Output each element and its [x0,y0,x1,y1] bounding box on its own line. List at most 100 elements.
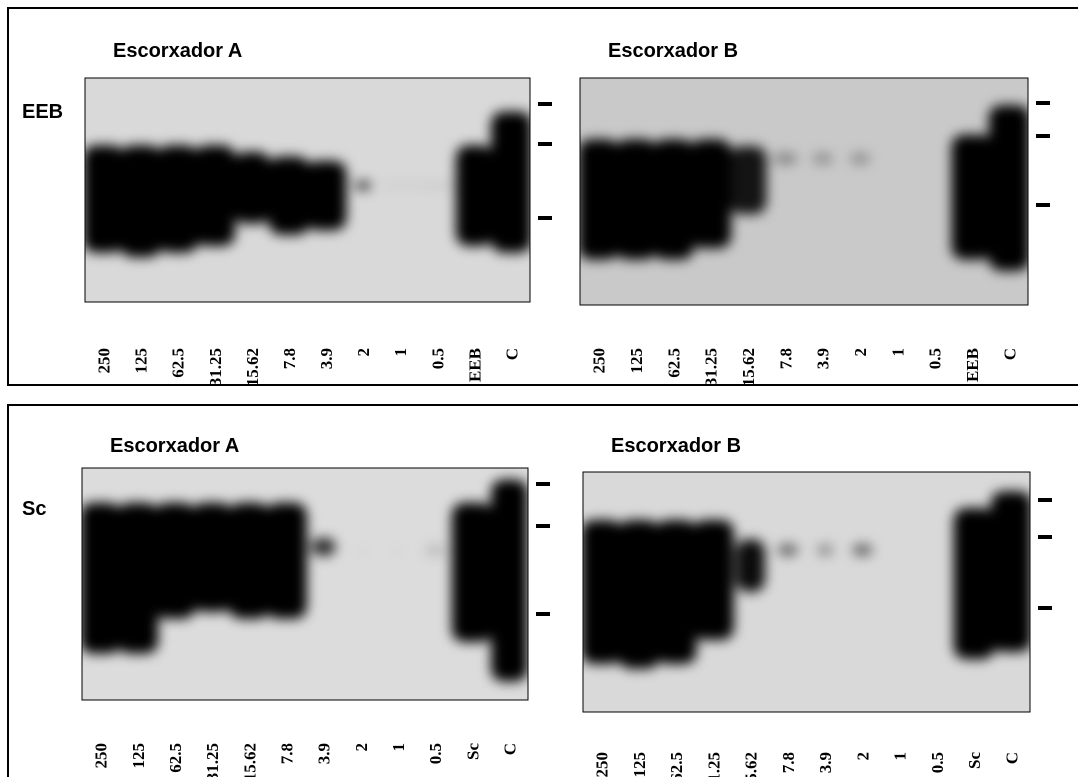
band-group [82,479,528,682]
lane-label: 62.5 [166,743,185,773]
lane-label: 2 [354,348,373,357]
lane-label: 15.62 [243,348,262,386]
lane-label: 0.5 [928,752,947,773]
band [354,549,367,554]
band [777,544,799,556]
band-group [85,111,530,258]
bands [82,479,528,682]
lane-label: 125 [132,348,151,374]
band [456,145,493,246]
band [852,544,873,556]
band [451,502,493,642]
lane-label: 31.25 [203,743,222,777]
lane-label: 2 [851,348,870,357]
lane-label: 7.8 [779,752,798,773]
bands [85,111,530,258]
lane-label: 1 [888,348,907,357]
band [154,502,196,619]
lane-label: 7.8 [277,743,296,764]
band [652,139,694,260]
lane-label: 0.5 [426,743,445,764]
lane-label: 250 [593,752,612,777]
band [951,134,993,260]
lane-label: 3.9 [317,348,336,369]
lane-label: 1 [391,348,410,357]
lane-label: 62.5 [664,348,683,378]
band [812,152,833,165]
row-label: Sc [22,498,46,520]
band [265,502,307,619]
lane-label: 7.8 [280,348,299,369]
bands [583,491,1030,669]
band [618,520,660,669]
lane-label: 15.62 [742,752,761,777]
band [311,537,336,557]
band [692,520,734,640]
lane-label: 250 [92,743,111,769]
blot-frame [579,77,1029,306]
panel-frame [7,404,1078,777]
band [424,544,446,557]
lane-label: 125 [627,348,646,374]
band [233,151,271,224]
band [491,479,528,682]
lane-label: EEB [465,348,484,382]
blot-title: Escorxador A [110,435,239,457]
lane-label: 2 [352,743,371,752]
blot-title: Escorxador A [113,40,242,62]
lane-label: 125 [129,743,148,769]
bands [580,105,1028,271]
band [228,502,270,619]
blot-frame [84,77,531,303]
lane-label: C [502,348,521,360]
lane-label: 62.5 [169,348,188,378]
band [729,146,767,215]
band [990,491,1030,652]
band [615,139,657,260]
band [194,145,236,246]
lane-label: C [1002,752,1021,764]
lane-label: 62.5 [667,752,686,777]
lane-label: 7.8 [776,348,795,369]
lane-label: 0.5 [428,348,447,369]
lane-label: 1 [389,743,408,752]
band [583,520,623,664]
band [379,183,421,188]
band [120,145,162,258]
lane-label: C [1000,348,1019,360]
band [117,502,159,654]
band [391,549,405,554]
band [580,139,620,260]
blot-frame [582,471,1031,713]
band [491,111,530,253]
band [773,152,798,165]
band [816,544,834,556]
band [354,181,372,190]
lane-label: 31.25 [702,348,721,386]
band-group [583,491,1030,669]
lane-label: 125 [630,752,649,777]
lane-label: EEB [963,348,982,382]
band [416,183,458,188]
lane-label: 3.9 [315,743,334,764]
lane-label: 15.62 [240,743,259,777]
lane-label: C [500,743,519,755]
blot-frame [81,467,529,701]
band [305,160,347,231]
row-label: EEB [22,101,63,123]
band-group [580,105,1028,271]
band [82,502,122,654]
band [157,145,199,253]
panel-frame [7,7,1078,386]
lane-label: 31.25 [704,752,723,777]
lane-label: 250 [95,348,114,374]
lane-label: 15.62 [739,348,758,386]
lane-label: Sc [463,743,482,760]
blot-title: Escorxador B [611,435,741,457]
lane-label: 3.9 [816,752,835,773]
lane-label: 31.25 [206,348,225,386]
band [988,105,1028,271]
lane-label: 2 [853,752,872,761]
